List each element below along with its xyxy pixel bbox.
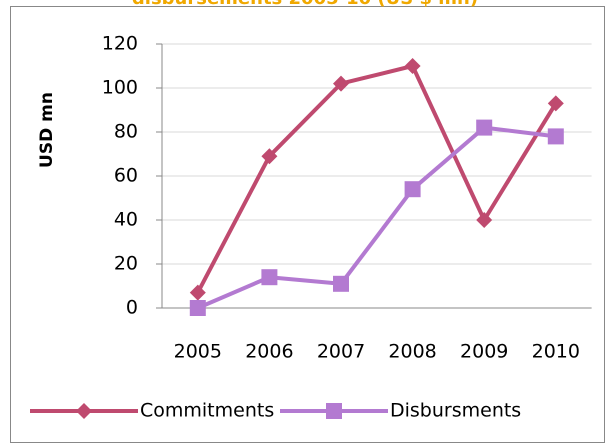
x-tick-label: 2010 bbox=[532, 341, 580, 363]
legend-marker bbox=[76, 403, 92, 419]
y-tick-label: 100 bbox=[102, 77, 138, 99]
legend-label: Commitments bbox=[140, 400, 274, 422]
data-point bbox=[189, 284, 206, 301]
y-tick-label: 60 bbox=[114, 165, 138, 187]
legend-label: Disbursments bbox=[390, 400, 521, 422]
y-tick-label: 20 bbox=[114, 253, 138, 275]
y-axis-title: USD mn bbox=[37, 92, 57, 168]
data-point bbox=[547, 95, 564, 112]
data-point bbox=[333, 275, 349, 292]
x-tick-label: 2009 bbox=[460, 341, 508, 363]
data-point bbox=[476, 212, 493, 228]
y-tick-label: 40 bbox=[114, 209, 138, 231]
data-point bbox=[261, 269, 278, 286]
data-point bbox=[261, 148, 278, 165]
data-point bbox=[476, 119, 493, 136]
data-point bbox=[547, 128, 564, 145]
chart-border bbox=[10, 6, 605, 443]
series-line bbox=[197, 125, 557, 310]
data-point bbox=[333, 75, 349, 92]
x-tick-label: 2008 bbox=[388, 341, 436, 363]
series-line bbox=[196, 64, 558, 294]
legend-marker bbox=[326, 403, 342, 419]
x-tick-label: 2005 bbox=[174, 341, 222, 363]
y-tick-label: 0 bbox=[126, 297, 138, 319]
y-tick-label: 80 bbox=[114, 121, 138, 143]
data-point bbox=[189, 300, 206, 316]
x-tick-label: 2007 bbox=[317, 341, 365, 363]
data-point bbox=[404, 58, 421, 74]
x-tick-label: 2006 bbox=[245, 341, 293, 363]
chart-title: disbursements 2005-10 (US $ mn) bbox=[132, 0, 478, 9]
data-point bbox=[404, 181, 421, 198]
y-tick-label: 120 bbox=[102, 33, 138, 55]
